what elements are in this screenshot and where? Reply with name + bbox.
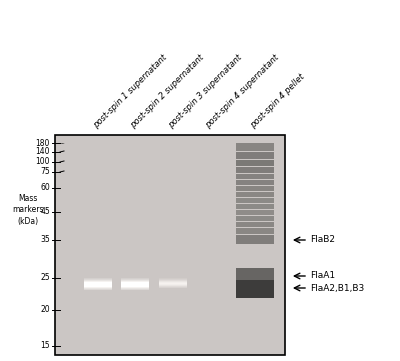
Text: 45: 45 [40,208,50,217]
Text: 75: 75 [40,168,50,177]
Text: post-spin 2 supernatant: post-spin 2 supernatant [129,53,206,130]
Text: post-spin 4 pellet: post-spin 4 pellet [249,72,306,130]
Text: 15: 15 [40,342,50,351]
Text: FlaA1: FlaA1 [310,271,335,280]
Text: FlaB2: FlaB2 [310,235,335,244]
Text: 180: 180 [36,139,50,148]
Text: 140: 140 [36,148,50,157]
Text: 60: 60 [40,183,50,192]
Text: 100: 100 [36,157,50,166]
Text: FlaA2,B1,B3: FlaA2,B1,B3 [310,283,364,292]
Text: post-spin 4 supernatant: post-spin 4 supernatant [204,53,281,130]
Text: 35: 35 [40,235,50,244]
Text: 25: 25 [40,274,50,283]
Text: 20: 20 [40,305,50,314]
Text: post-spin 3 supernatant: post-spin 3 supernatant [167,53,244,130]
Text: post-spin 1 supernatant: post-spin 1 supernatant [92,53,169,130]
Bar [55,135,285,355]
Text: Mass
markers
(kDa): Mass markers (kDa) [12,194,44,226]
